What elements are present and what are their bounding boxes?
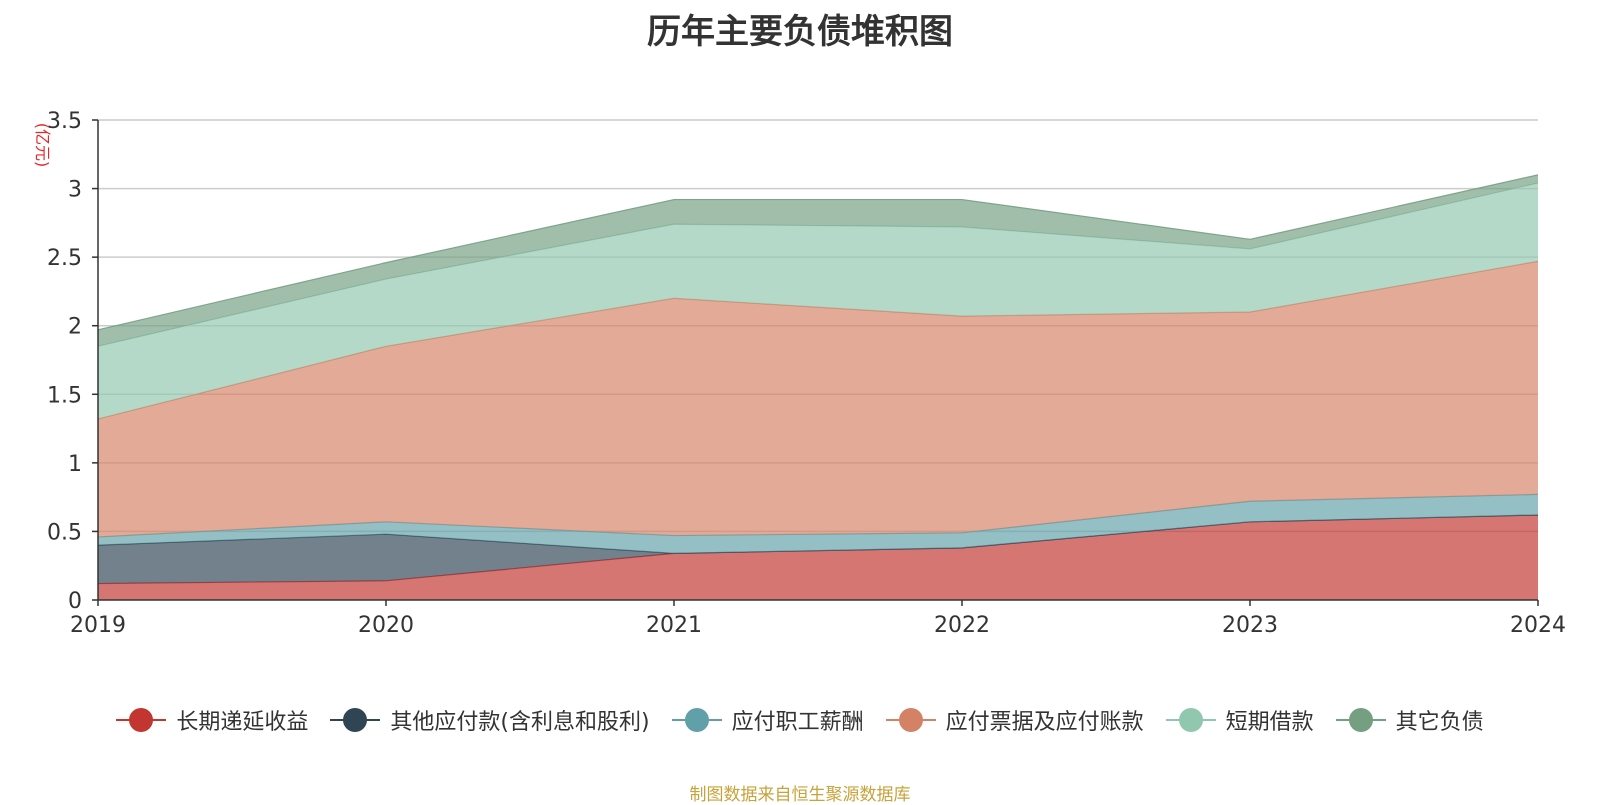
area-series (97, 174, 1539, 600)
y-tick-label: 3.5 (47, 109, 82, 134)
y-axis-unit-label: (亿元) (33, 123, 52, 168)
legend-label: 其它负债 (1395, 710, 1484, 735)
legend-item[interactable]: 长期递延收益 (116, 704, 308, 736)
area-series-3 (98, 261, 1538, 537)
x-tick-label: 2022 (934, 613, 990, 638)
legend-item[interactable]: 应付职工薪酬 (671, 704, 864, 736)
legend-label: 长期递延收益 (176, 710, 309, 735)
source-note: 制图数据来自恒生聚源数据库 (689, 785, 911, 805)
x-tick-label: 2023 (1222, 613, 1278, 638)
legend-marker-icon (671, 707, 722, 733)
area-series-4 (98, 183, 1538, 419)
legend-item[interactable]: 应付票据及应付账款 (885, 704, 1144, 736)
legend-label: 应付票据及应付账款 (945, 710, 1144, 735)
area-series-0 (98, 514, 1538, 600)
x-tick-label: 2020 (358, 613, 414, 638)
y-tick-label: 0 (68, 589, 82, 614)
legend-marker-icon (1165, 707, 1216, 733)
x-tick-label: 2019 (70, 613, 126, 638)
area-series-line-5 (97, 174, 1539, 331)
legend-item[interactable]: 其他应付款(含利息和股利) (330, 704, 650, 736)
chart-title: 历年主要负债堆积图 (647, 12, 953, 52)
legend-marker-icon (885, 707, 936, 733)
legend-item[interactable]: 其它负债 (1335, 704, 1484, 736)
y-tick-label: 1.5 (47, 383, 82, 408)
legend-label: 其他应付款(含利息和股利) (390, 710, 650, 735)
x-tick-label: 2024 (1510, 613, 1566, 638)
legend-marker-icon (330, 707, 381, 733)
x-tick-label: 2021 (646, 613, 702, 638)
axes: 0 0.5 1 1.5 2 2.5 3 3.5 2019 2020 2021 2022 2023 2024 (47, 109, 1566, 638)
y-tick-label: 2.5 (47, 246, 82, 271)
y-tick-label: 2 (68, 315, 82, 340)
area-series-5 (98, 174, 1538, 347)
y-tick-label: 3 (68, 178, 82, 203)
y-tick-label: 0.5 (47, 520, 82, 545)
legend-marker-icon (1335, 707, 1386, 733)
legend-item[interactable]: 短期借款 (1165, 704, 1314, 736)
legend-label: 短期借款 (1225, 710, 1314, 735)
y-tick-label: 1 (68, 452, 82, 477)
legend-label: 应付职工薪酬 (731, 710, 864, 735)
legend: 长期递延收益 其他应付款(含利息和股利) 应付职工薪酬 应付票据及应付账款 短期借款 其它… (0, 702, 1600, 738)
area-series-1 (98, 514, 1538, 584)
legend-marker-icon (116, 707, 167, 733)
